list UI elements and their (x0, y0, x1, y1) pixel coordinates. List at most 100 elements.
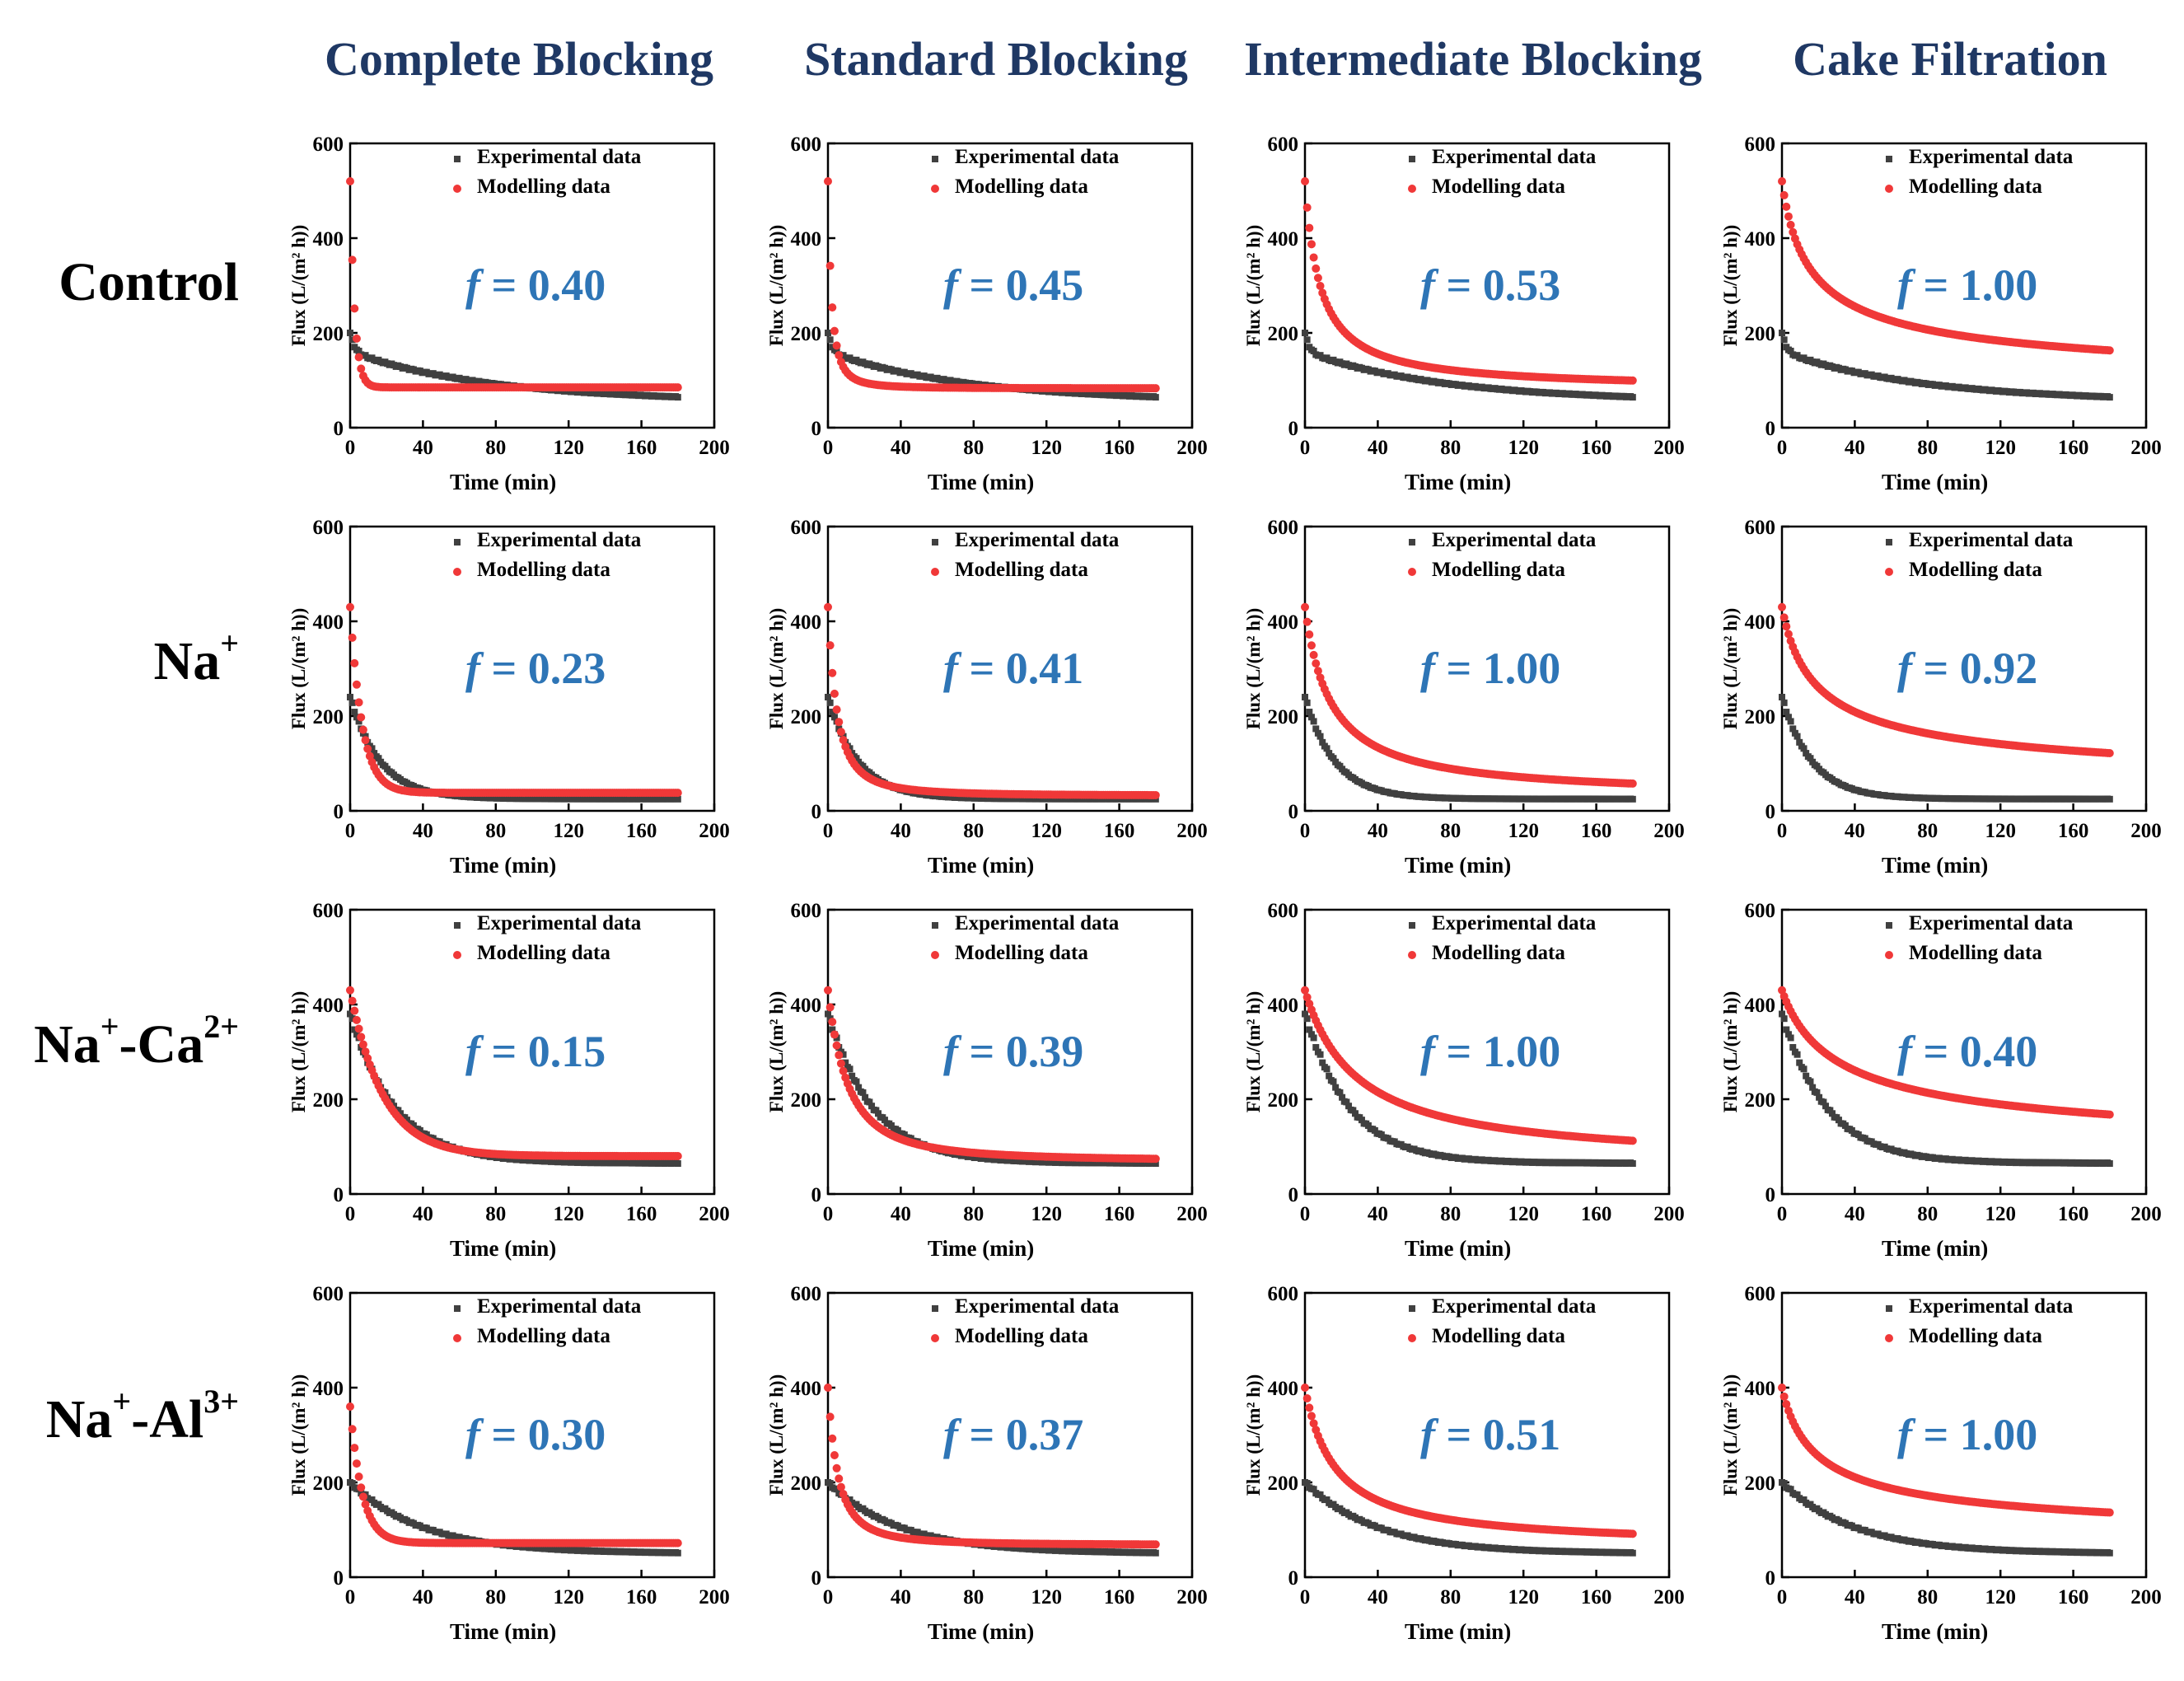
f-symbol: f (1897, 644, 1916, 693)
y-tick-label: 200 (1268, 1473, 1299, 1495)
modelling-point (835, 1474, 844, 1483)
modelling-point (1309, 650, 1318, 659)
experimental-point (1828, 1110, 1836, 1117)
f-symbol: f (943, 260, 962, 310)
experimental-point (829, 709, 836, 716)
modelling-point (1779, 613, 1789, 622)
row-label-control: Control (58, 252, 239, 312)
x-tick-label: 120 (1508, 1203, 1539, 1225)
experimental-point (839, 1051, 847, 1058)
x-tick-label: 80 (1440, 437, 1461, 459)
modelling-point (1302, 993, 1312, 1002)
modelling-point (2105, 748, 2114, 757)
modelling-point (354, 353, 363, 362)
modelling-series (824, 1384, 1160, 1549)
modelling-point (348, 255, 357, 265)
experimental-point (1789, 1044, 1797, 1051)
modelling-point (346, 986, 354, 995)
experimental-point (674, 795, 681, 803)
experimental-point (853, 1078, 860, 1085)
experimental-point (1793, 1051, 1801, 1058)
y-tick-label: 0 (334, 1184, 344, 1206)
experimental-point (842, 1059, 849, 1066)
y-tick-label: 0 (811, 1184, 822, 1206)
y-tick-label: 600 (791, 900, 822, 922)
plot-frame (1780, 525, 2148, 812)
legend-label-modelling: Modelling data (477, 1325, 610, 1347)
x-tick-label: 80 (1917, 820, 1938, 842)
experimental-point (1323, 1065, 1331, 1073)
modelling-point (352, 1459, 361, 1468)
legend-label-modelling: Modelling data (1432, 942, 1565, 964)
f-value: f = 0.40 (465, 260, 606, 310)
x-tick-label: 0 (345, 1586, 356, 1608)
legend-label-experimental: Experimental data (477, 146, 642, 168)
f-number: = 0.41 (958, 644, 1083, 693)
x-tick-label: 40 (1368, 1586, 1388, 1608)
x-tick-label: 200 (2130, 437, 2162, 459)
y-tick-label: 200 (1745, 1089, 1776, 1112)
x-tick-label: 200 (1653, 437, 1685, 459)
modelling-point (830, 1450, 839, 1459)
modelling-series (824, 986, 1160, 1164)
experimental-point (826, 699, 834, 706)
y-tick-label: 400 (791, 611, 822, 634)
experimental-series (1302, 330, 1636, 401)
x-tick-label: 80 (1917, 437, 1938, 459)
experimental-point (1310, 718, 1317, 725)
row-label-na-ca: Na+-Ca2+ (34, 1008, 239, 1075)
x-tick-label: 80 (1440, 1203, 1461, 1225)
modelling-point (673, 383, 682, 392)
legend-label-modelling: Modelling data (477, 559, 610, 581)
y-tick-label: 200 (791, 1473, 822, 1495)
y-tick-label: 200 (313, 323, 344, 345)
experimental-point (1303, 1015, 1311, 1023)
experimental-point (1807, 755, 1814, 762)
experimental-point (1783, 709, 1790, 716)
experimental-point (1152, 1549, 1159, 1557)
x-tick-label: 80 (485, 437, 506, 459)
f-number: = 0.40 (480, 260, 606, 310)
modelling-point (1302, 1394, 1312, 1403)
modelling-point (352, 1015, 361, 1024)
x-axis-label: Time (min) (450, 1619, 556, 1644)
modelling-point (825, 261, 835, 270)
experimental-point (859, 1089, 867, 1096)
x-tick-label: 160 (1581, 820, 1612, 842)
x-tick-label: 200 (2130, 1203, 2162, 1225)
y-tick-label: 400 (313, 611, 344, 634)
experimental-point (2106, 1160, 2113, 1168)
modelling-point (358, 725, 367, 734)
legend-label-experimental: Experimental data (955, 1295, 1120, 1318)
column-title-standard-blocking: Standard Blocking (804, 32, 1188, 86)
x-tick-label: 160 (626, 820, 657, 842)
modelling-point (350, 658, 359, 667)
x-tick-label: 80 (963, 437, 984, 459)
experimental-point (1316, 1491, 1324, 1498)
experimental-point (1783, 1026, 1790, 1033)
experimental-point (1303, 1480, 1311, 1487)
experimental-point (1787, 347, 1794, 354)
experimental-point (1310, 1486, 1317, 1493)
f-symbol: f (1897, 260, 1916, 310)
experimental-point (1835, 1117, 1842, 1124)
modelling-point (357, 364, 366, 373)
legend-marker-modelling (1408, 185, 1416, 193)
x-tick-label: 80 (485, 1203, 506, 1225)
x-tick-label: 160 (1104, 820, 1135, 842)
x-tick-label: 0 (1300, 1586, 1311, 1608)
y-tick-label: 200 (313, 1473, 344, 1495)
experimental-point (375, 755, 382, 762)
experimental-point (1780, 699, 1788, 706)
modelling-point (830, 689, 839, 698)
x-axis-label: Time (min) (1882, 470, 1988, 494)
y-axis-label: Flux (L/(m² h)) (288, 225, 309, 346)
x-tick-label: 120 (1985, 1203, 2016, 1225)
experimental-point (1820, 1098, 1827, 1106)
x-axis-label: Time (min) (450, 470, 556, 494)
